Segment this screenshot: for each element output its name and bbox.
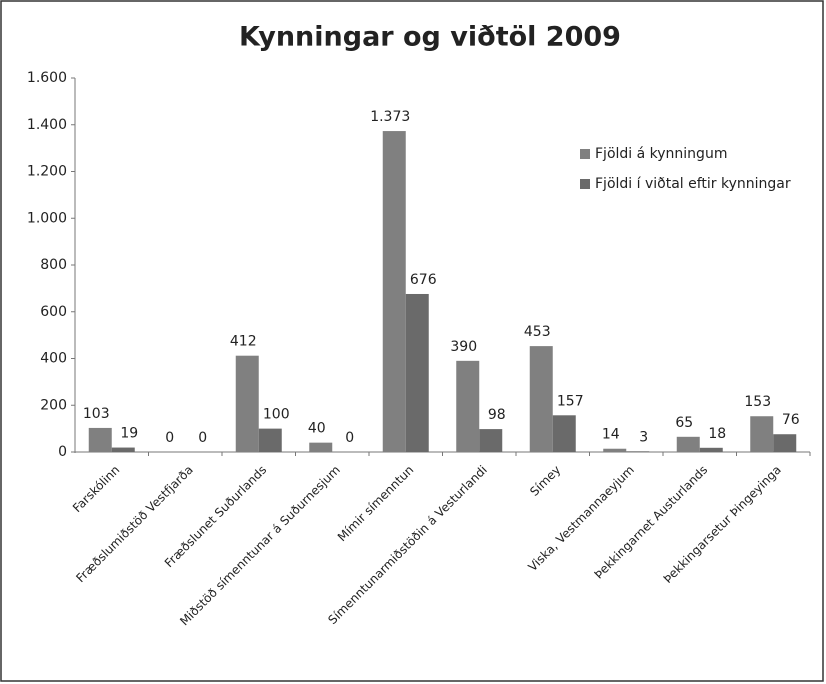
bar — [626, 451, 650, 452]
legend-swatch — [580, 179, 590, 189]
value-label: 40 — [308, 421, 326, 437]
legend-label: Fjöldi í viðtal eftir kynningar — [595, 176, 791, 192]
value-label: 3 — [639, 429, 648, 445]
value-label: 390 — [450, 339, 477, 355]
value-label: 153 — [744, 394, 771, 410]
value-label: 0 — [165, 430, 174, 446]
value-label: 19 — [120, 426, 138, 442]
value-label: 65 — [675, 415, 693, 431]
value-label: 453 — [524, 324, 551, 340]
bar — [603, 448, 627, 452]
bar — [773, 434, 797, 452]
value-label: 14 — [602, 427, 620, 443]
bar — [309, 442, 333, 452]
value-label: 98 — [488, 407, 506, 423]
bar — [699, 447, 723, 452]
y-tick-label: 400 — [40, 351, 67, 367]
legend-swatch — [580, 149, 590, 159]
bar — [258, 428, 282, 452]
value-label: 100 — [263, 407, 290, 423]
value-label: 103 — [83, 406, 110, 422]
y-tick-label: 800 — [40, 257, 67, 273]
bar — [529, 346, 553, 452]
value-label: 0 — [345, 430, 354, 446]
value-label: 18 — [708, 426, 726, 442]
bar — [676, 436, 700, 452]
value-label: 676 — [410, 272, 437, 288]
chart-title: Kynningar og viðtöl 2009 — [239, 22, 621, 53]
bar — [750, 416, 774, 452]
y-tick-label: 600 — [40, 304, 67, 320]
value-label: 157 — [557, 393, 584, 409]
bar — [456, 360, 480, 452]
bar — [235, 355, 259, 452]
value-label: 412 — [230, 334, 257, 350]
y-tick-label: 1.000 — [27, 210, 67, 226]
bar — [552, 415, 576, 452]
bar — [88, 427, 112, 452]
bar — [405, 293, 429, 452]
value-label: 1.373 — [370, 109, 410, 125]
bar — [382, 131, 406, 452]
y-tick-label: 1.200 — [27, 164, 67, 180]
y-tick-label: 1.400 — [27, 117, 67, 133]
value-label: 76 — [782, 412, 800, 428]
bar — [111, 447, 135, 452]
legend-label: Fjöldi á kynningum — [595, 146, 727, 162]
bar — [479, 429, 503, 452]
y-tick-label: 200 — [40, 397, 67, 413]
y-tick-label: 0 — [58, 444, 67, 460]
value-label: 0 — [198, 430, 207, 446]
y-tick-label: 1.600 — [27, 70, 67, 86]
